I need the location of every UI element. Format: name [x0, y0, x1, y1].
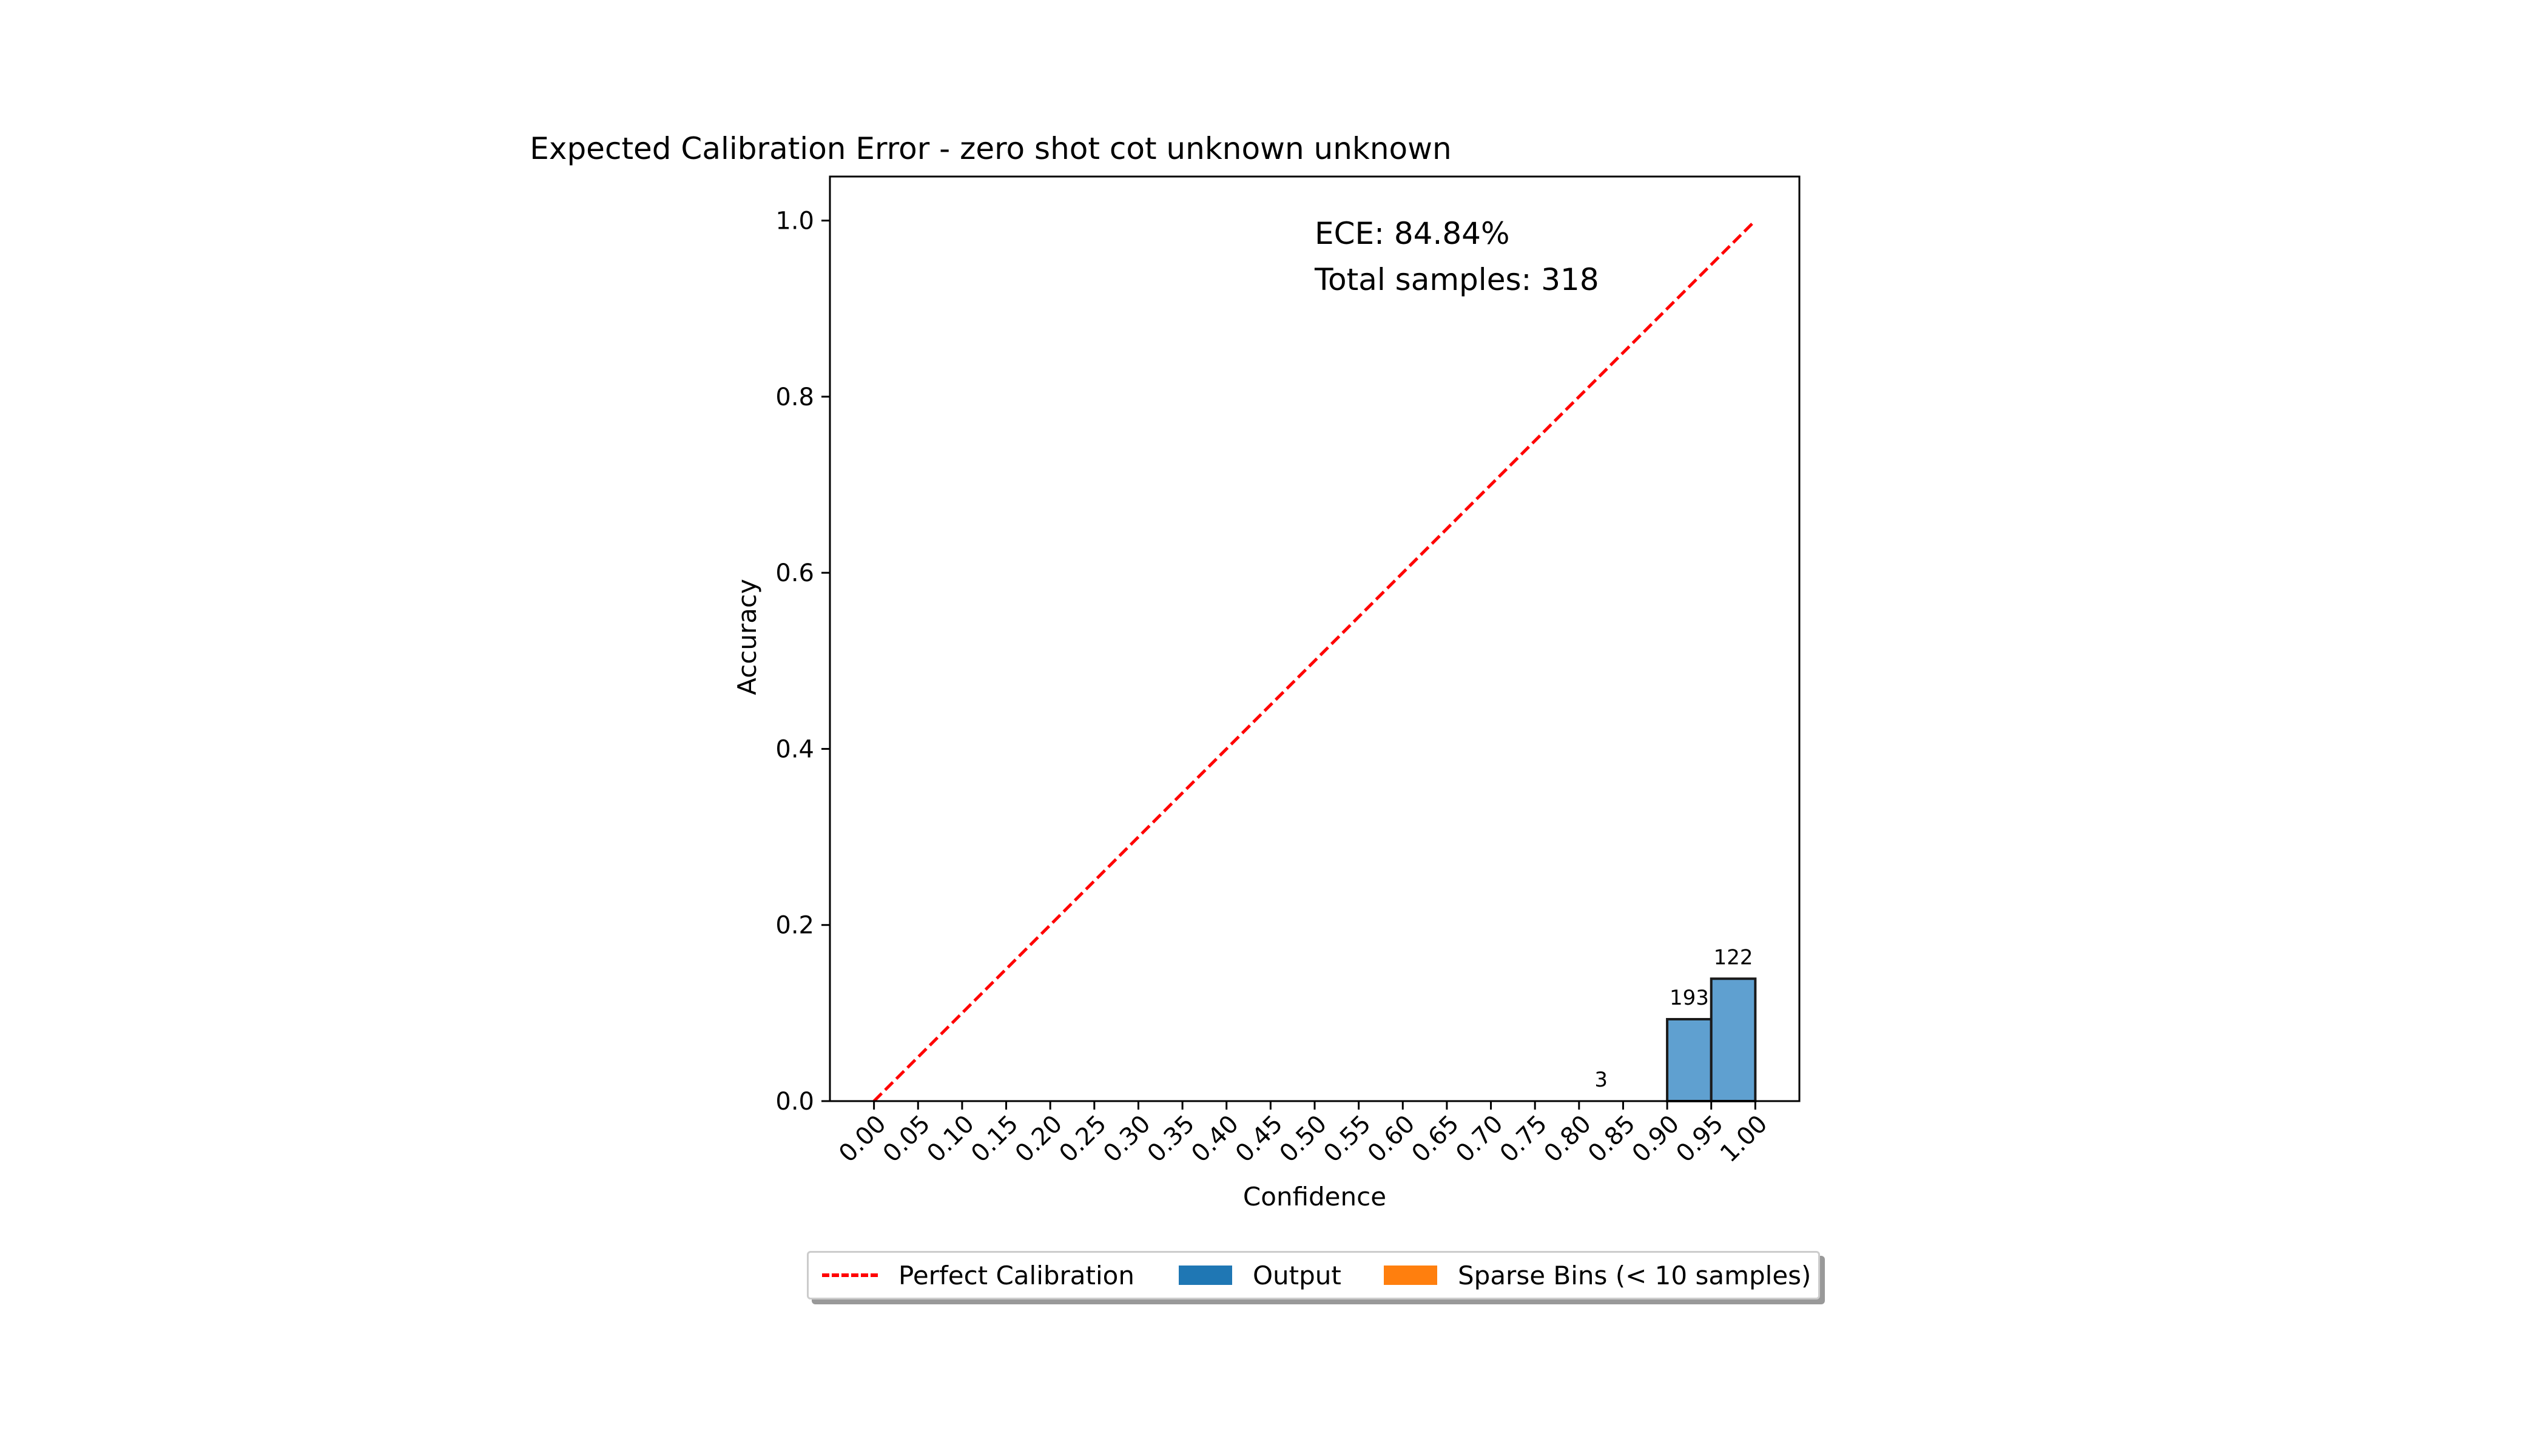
- y-tick-label-5: 1.0: [775, 207, 814, 235]
- y-tick-label-2: 0.4: [775, 735, 814, 763]
- legend-label-sparse-bins: Sparse Bins (< 10 samples): [1458, 1260, 1812, 1290]
- y-tick-label-4: 0.8: [775, 383, 814, 411]
- y-tick-label-0: 0.0: [775, 1088, 814, 1116]
- chart-legend: Perfect Calibration Output Sparse Bins (…: [807, 1251, 1820, 1299]
- legend-sparse-swatch: [1384, 1266, 1437, 1285]
- x-tick-label-9: 0.45: [1230, 1110, 1289, 1168]
- legend-output-swatch: [1179, 1266, 1232, 1285]
- x-tick-label-10: 0.50: [1275, 1110, 1333, 1168]
- y-tick-label-1: 0.2: [775, 912, 814, 940]
- x-tick-label-15: 0.75: [1495, 1110, 1553, 1168]
- bar-count-label-2: 122: [1714, 945, 1753, 969]
- x-tick-label-7: 0.35: [1142, 1110, 1201, 1168]
- x-tick-label-0: 0.00: [834, 1110, 892, 1168]
- x-tick-label-4: 0.20: [1010, 1110, 1068, 1168]
- x-tick-label-12: 0.60: [1363, 1110, 1421, 1168]
- bar-bin-1: [1666, 1018, 1713, 1102]
- plot-area: 31931220.000.050.100.150.200.250.300.350…: [775, 175, 1801, 1168]
- plot-frame: [829, 175, 1801, 1102]
- x-tick-label-6: 0.30: [1098, 1110, 1156, 1168]
- x-tick-label-11: 0.55: [1318, 1110, 1377, 1168]
- bar-count-label-0: 3: [1594, 1068, 1608, 1092]
- legend-label-output: Output: [1253, 1260, 1341, 1290]
- y-tick-label-3: 0.6: [775, 559, 814, 587]
- legend-item-sparse-bins: Sparse Bins (< 10 samples): [1384, 1253, 1811, 1298]
- x-tick-label-5: 0.25: [1054, 1110, 1112, 1168]
- bar-count-label-1: 193: [1670, 986, 1709, 1010]
- x-tick-label-19: 0.95: [1671, 1110, 1729, 1168]
- bar-bin-2: [1710, 977, 1757, 1103]
- x-tick-label-20: 1.00: [1715, 1110, 1773, 1168]
- x-axis-label: Confidence: [1243, 1182, 1386, 1212]
- x-tick-label-2: 0.10: [922, 1110, 980, 1168]
- x-tick-label-14: 0.70: [1451, 1110, 1509, 1168]
- x-tick-label-18: 0.90: [1627, 1110, 1685, 1168]
- x-tick-label-13: 0.65: [1406, 1110, 1464, 1168]
- x-tick-label-17: 0.85: [1583, 1110, 1641, 1168]
- x-tick-label-16: 0.80: [1539, 1110, 1597, 1168]
- x-tick-label-3: 0.15: [966, 1110, 1024, 1168]
- legend-label-perfect-calibration: Perfect Calibration: [898, 1260, 1134, 1290]
- legend-dashed-line-swatch: [822, 1273, 878, 1277]
- legend-item-output: Output: [1179, 1253, 1341, 1298]
- ece-annotation: ECE: 84.84%: [1315, 216, 1509, 251]
- chart-title: Expected Calibration Error - zero shot c…: [530, 131, 1451, 166]
- total-samples-annotation: Total samples: 318: [1314, 262, 1599, 297]
- perfect-calibration-line: [872, 219, 1757, 1102]
- x-tick-label-1: 0.05: [878, 1110, 936, 1168]
- legend-item-perfect-calibration: Perfect Calibration: [822, 1253, 1134, 1298]
- x-tick-label-8: 0.40: [1186, 1110, 1244, 1168]
- y-axis-label: Accuracy: [732, 579, 762, 695]
